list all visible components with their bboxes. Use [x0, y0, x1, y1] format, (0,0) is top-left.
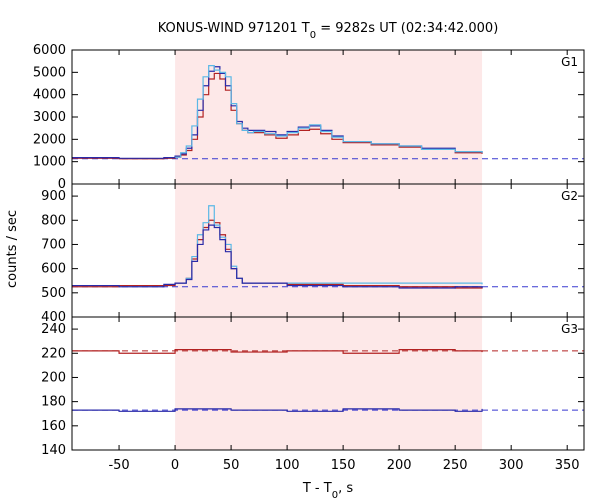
- series-line: [175, 65, 483, 158]
- highlight-interval: [175, 184, 483, 317]
- y-tick-label: 240: [41, 322, 66, 337]
- y-tick-label: 900: [41, 189, 66, 204]
- y-tick-label: 800: [41, 213, 66, 228]
- chart-title-suffix: = 9282s UT (02:34:42.000): [316, 21, 498, 36]
- panel-g1: 0 1000 2000 3000 4000 5000 6000 G1: [33, 43, 585, 192]
- highlight-interval: [175, 317, 483, 450]
- x-tick-label: 250: [443, 458, 468, 473]
- x-axis-label-main: T - T: [302, 481, 332, 496]
- highlight-interval: [175, 50, 483, 184]
- chart-title: KONUS-WIND 971201 T0 = 9282s UT (02:34:4…: [158, 21, 499, 41]
- x-tick-label: 100: [275, 458, 300, 473]
- y-tick-label: 140: [41, 443, 66, 458]
- y-tick-label: 220: [41, 346, 66, 361]
- x-tick-label: 300: [499, 458, 524, 473]
- x-axis-label-suffix: , s: [338, 481, 353, 496]
- panel-frame: [71, 316, 585, 451]
- y-axis-label: counts / sec: [5, 210, 20, 288]
- y-tick-label: 700: [41, 237, 66, 252]
- y-tick-label: 200: [41, 370, 66, 385]
- x-tick-label: 50: [223, 458, 240, 473]
- x-tick-label: 0: [171, 458, 179, 473]
- y-tick-label: 1000: [33, 155, 66, 170]
- series-line: [72, 408, 483, 412]
- x-tick-label: 150: [331, 458, 356, 473]
- y-tick-label: 400: [41, 310, 66, 325]
- panels: 0100020003000400050006000G14005006007008…: [33, 43, 585, 473]
- series-line: [72, 224, 483, 289]
- y-tick-label: 3000: [33, 110, 66, 125]
- y-tick-label: 0: [58, 177, 66, 192]
- y-tick-label: 6000: [33, 43, 66, 58]
- x-axis-label-sub: 0: [332, 490, 338, 500]
- x-tick-label: -50: [108, 458, 129, 473]
- y-tick-label: 2000: [33, 132, 66, 147]
- y-tick-label: 5000: [33, 65, 66, 80]
- y-tick-label: 160: [41, 419, 66, 434]
- y-tick-label: 600: [41, 262, 66, 277]
- y-tick-label: 500: [41, 286, 66, 301]
- y-tick-label: 4000: [33, 88, 66, 103]
- x-tick-label: 350: [555, 458, 580, 473]
- chart-title-sub: 0: [310, 30, 316, 41]
- x-axis-label: T - T0, s: [302, 481, 353, 500]
- panel-label: G1: [561, 55, 578, 69]
- panel-label: G3: [561, 322, 578, 336]
- series-line: [72, 349, 483, 354]
- panel-label: G2: [561, 189, 578, 203]
- chart-title-prefix: KONUS-WIND 971201 T: [158, 21, 310, 36]
- x-tick-label: 200: [387, 458, 412, 473]
- panel-g3: 140 160 180 200 220 240 -50 0 50 100 150 200 250 300 3…: [41, 316, 585, 473]
- y-tick-label: 180: [41, 395, 66, 410]
- panel-g2: 400 500 600 700 800 900 G2: [41, 183, 585, 325]
